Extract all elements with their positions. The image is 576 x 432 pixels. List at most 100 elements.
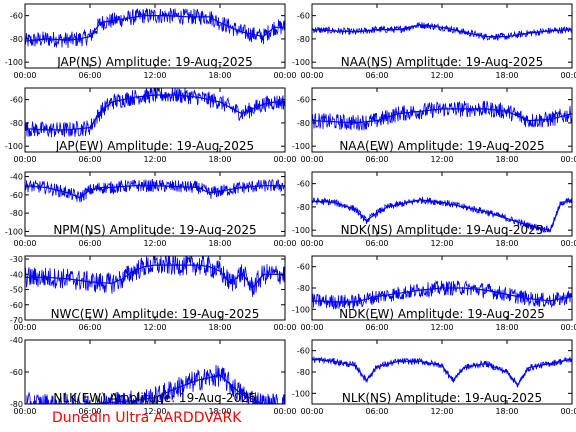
panel-title: NDK(NS) Amplitude: 19-Aug-2025: [341, 223, 544, 237]
y-tick-label: -100: [5, 142, 23, 151]
trace-line: [312, 287, 572, 303]
x-tick-label: 06:00: [365, 407, 388, 416]
x-tick-label: 06:00: [365, 71, 388, 80]
trace-noise: [312, 100, 572, 131]
x-tick-label: 18:00: [495, 155, 518, 164]
chart-panel-8: -100 -80 -60 00:00 06:00 12:00 18:00 00:00 NDK(E…: [292, 255, 576, 332]
y-tick-label: -60: [10, 301, 23, 310]
x-tick-label: 00:00: [13, 323, 36, 332]
trace-line: [25, 374, 285, 404]
panel-title: NAA(EW) Amplitude: 19-Aug-2025: [339, 139, 544, 153]
y-tick-label: -80: [10, 400, 23, 409]
trace-noise: [312, 356, 572, 388]
x-tick-label: 06:00: [78, 239, 101, 248]
x-tick-label: 00:00: [300, 155, 323, 164]
x-tick-label: 06:00: [78, 407, 101, 416]
x-tick-label: 06:00: [365, 323, 388, 332]
chart-panel-4: -100 -80 -60 00:00 06:00 12:00 18:00 00:00 NAA(E…: [292, 87, 576, 164]
trace-line: [312, 199, 572, 231]
y-tick-label: -60: [297, 180, 310, 189]
chart-panel-7: -70 -60 -50 -40 -30 00:00 06:00 12:00 18:00 00:00…: [10, 255, 297, 332]
y-tick-label: -80: [297, 284, 310, 293]
y-tick-label: -100: [292, 58, 310, 67]
y-tick-label: -100: [292, 226, 310, 235]
x-tick-label: 18:00: [208, 71, 231, 80]
y-tick-label: -80: [10, 119, 23, 128]
panel-title: JAP(EW) Amplitude: 19-Aug-2025: [55, 139, 254, 153]
x-tick-label: 12:00: [430, 71, 453, 80]
y-tick-label: -60: [10, 191, 23, 200]
y-tick-label: -100: [5, 58, 23, 67]
y-tick-label: -80: [10, 209, 23, 218]
y-tick-label: -80: [297, 35, 310, 44]
trace-noise: [25, 178, 285, 203]
y-tick-label: -80: [297, 203, 310, 212]
x-tick-label: 18:00: [208, 239, 231, 248]
trace-noise: [25, 256, 285, 297]
trace-noise: [25, 7, 285, 49]
x-tick-label: 00:00: [273, 71, 296, 80]
y-tick-label: -40: [10, 270, 23, 279]
y-tick-label: -50: [10, 286, 23, 295]
y-tick-label: -60: [297, 12, 310, 21]
x-tick-label: 18:00: [495, 71, 518, 80]
y-tick-label: -80: [297, 368, 310, 377]
x-tick-label: 18:00: [208, 155, 231, 164]
panel-title: NLK(EW) Amplitude: 19-Aug-2025: [53, 391, 256, 405]
y-tick-label: -100: [292, 305, 310, 314]
trace-line: [25, 94, 285, 131]
x-tick-label: 00:00: [560, 407, 576, 416]
x-tick-label: 18:00: [208, 407, 231, 416]
x-tick-label: 06:00: [78, 323, 101, 332]
x-tick-label: 00:00: [273, 323, 296, 332]
y-tick-label: -100: [292, 389, 310, 398]
x-tick-label: 00:00: [13, 407, 36, 416]
footer-credit: Dunedin Ultra AARDDVARK: [52, 410, 242, 426]
x-tick-label: 06:00: [78, 155, 101, 164]
x-tick-label: 06:00: [78, 71, 101, 80]
panel-title: NWC(EW) Amplitude: 19-Aug-2025: [51, 307, 260, 321]
y-tick-label: -80: [10, 35, 23, 44]
x-tick-label: 18:00: [495, 407, 518, 416]
x-tick-label: 06:00: [365, 155, 388, 164]
x-tick-label: 06:00: [365, 239, 388, 248]
panel-title: NDK(EW) Amplitude: 19-Aug-2025: [339, 307, 545, 321]
chart-panel-2: -100 -80 -60 00:00 06:00 12:00 18:00 00:00 NAA(N…: [292, 3, 576, 80]
x-tick-label: 12:00: [143, 323, 166, 332]
x-tick-label: 12:00: [430, 155, 453, 164]
x-tick-label: 00:00: [273, 155, 296, 164]
x-tick-label: 00:00: [560, 239, 576, 248]
x-tick-label: 12:00: [143, 71, 166, 80]
trace-line: [312, 24, 572, 38]
x-tick-label: 18:00: [495, 239, 518, 248]
trace-line: [312, 108, 572, 124]
y-tick-label: -80: [297, 119, 310, 128]
y-tick-label: -70: [10, 316, 23, 325]
x-tick-label: 00:00: [300, 71, 323, 80]
y-tick-label: -40: [10, 173, 23, 182]
y-tick-label: -30: [10, 255, 23, 264]
x-tick-label: 00:00: [560, 155, 576, 164]
y-tick-label: -60: [10, 368, 23, 377]
y-tick-label: -40: [10, 336, 23, 345]
y-tick-label: -60: [297, 263, 310, 272]
x-tick-label: 00:00: [560, 323, 576, 332]
x-tick-label: 12:00: [143, 407, 166, 416]
y-tick-label: -100: [5, 227, 23, 236]
panel-title: NLK(NS) Amplitude: 19-Aug-2025: [342, 391, 542, 405]
trace-line: [25, 185, 285, 199]
trace-noise: [312, 279, 572, 311]
y-tick-label: -60: [10, 12, 23, 21]
chart-panel-3: -100 -80 -60 00:00 06:00 12:00 18:00 00:00 JAP(E…: [5, 87, 297, 164]
x-tick-label: 00:00: [273, 239, 296, 248]
chart-panel-9: -80 -60 -40 00:00 06:00 12:00 18:00 00:00 NLK(EW…: [10, 336, 297, 416]
panel-title: NAA(NS) Amplitude: 19-Aug-2025: [341, 55, 544, 69]
x-tick-label: 00:00: [13, 71, 36, 80]
chart-panel-1: -100 -80 -60 00:00 06:00 12:00 18:00 00:00 JAP(N…: [5, 3, 297, 80]
x-tick-label: 00:00: [13, 155, 36, 164]
x-tick-label: 18:00: [208, 323, 231, 332]
x-tick-label: 12:00: [143, 155, 166, 164]
x-tick-label: 00:00: [560, 71, 576, 80]
chart-panel-10: -100 -80 -60 00:00 06:00 12:00 18:00 00:00 NLK(N…: [292, 339, 576, 416]
